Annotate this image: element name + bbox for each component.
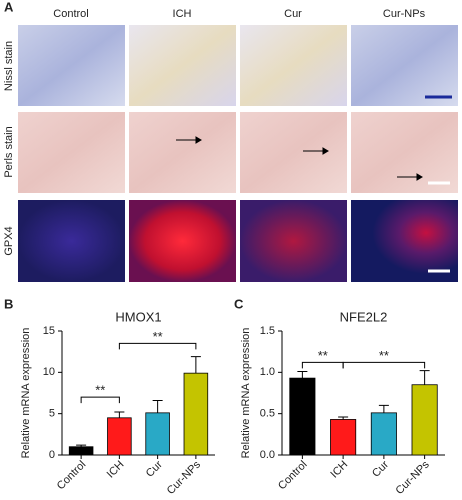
error-bar — [378, 404, 389, 413]
bar — [145, 412, 170, 456]
bar — [330, 419, 357, 456]
micrographs — [18, 25, 458, 282]
y-tick-label: 0.0 — [260, 449, 275, 461]
row-label: Nissl stain — [3, 41, 15, 91]
image — [129, 112, 236, 193]
image — [351, 25, 458, 106]
bar — [411, 384, 438, 456]
error-bar — [114, 411, 125, 418]
significance-label: ** — [318, 348, 328, 363]
x-tick-label: Cur — [370, 458, 391, 479]
y-tick-label: 10 — [43, 366, 55, 378]
y-tick-label: 1.0 — [260, 366, 275, 378]
bar — [183, 372, 209, 456]
column-label: Cur — [284, 8, 302, 20]
x-tick-label: Control — [276, 459, 310, 493]
x-tick-label: ICH — [105, 459, 127, 481]
image — [351, 200, 458, 282]
image — [240, 112, 347, 193]
bar — [107, 417, 132, 456]
bar — [68, 446, 94, 456]
column-label: Cur-NPs — [383, 8, 426, 20]
image — [18, 200, 125, 282]
bar — [370, 412, 397, 456]
panel-label: B — [4, 296, 13, 311]
image — [129, 200, 236, 282]
significance-bracket — [118, 342, 197, 350]
x-tick-label: ICH — [328, 459, 350, 481]
column-label: Control — [53, 8, 88, 20]
error-bar — [297, 371, 308, 379]
image — [240, 25, 347, 106]
arrows — [176, 136, 423, 181]
y-tick-label: 1.5 — [260, 325, 275, 337]
image — [351, 112, 458, 193]
error-bar — [152, 399, 163, 413]
error-bar — [76, 444, 87, 447]
significance-label: ** — [379, 348, 389, 363]
column-label: ICH — [173, 8, 192, 20]
image — [18, 112, 125, 193]
significance-bracket — [342, 361, 426, 369]
error-bar — [338, 416, 349, 420]
image — [129, 25, 236, 106]
y-axis-label: Relative mRNA expression — [240, 328, 252, 459]
image — [240, 200, 347, 282]
image — [18, 25, 125, 106]
error-bar — [419, 370, 430, 385]
significance-bracket — [301, 361, 344, 369]
row-label: GPX4 — [3, 226, 15, 255]
row-label: Perls stain — [3, 126, 15, 177]
x-tick-label: Cur-NPs — [393, 458, 432, 497]
y-tick-label: 15 — [43, 325, 55, 337]
significance-label: ** — [153, 329, 163, 344]
y-tick-label: 5 — [49, 408, 55, 420]
y-tick-label: 0.5 — [260, 408, 275, 420]
y-tick-label: 0 — [49, 449, 55, 461]
panel-label: C — [234, 296, 244, 311]
x-tick-label: Cur — [144, 458, 165, 479]
significance-bracket — [80, 396, 120, 404]
chart-title: HMOX1 — [115, 309, 161, 324]
error-bar — [190, 356, 201, 374]
significance-label: ** — [95, 383, 105, 398]
x-tick-label: Control — [55, 459, 89, 493]
x-tick-label: Cur-NPs — [165, 458, 204, 497]
chart-title: NFE2L2 — [340, 309, 388, 324]
y-axis-label: Relative mRNA expression — [20, 328, 32, 459]
panel-label: A — [4, 0, 14, 14]
bar — [289, 377, 316, 456]
